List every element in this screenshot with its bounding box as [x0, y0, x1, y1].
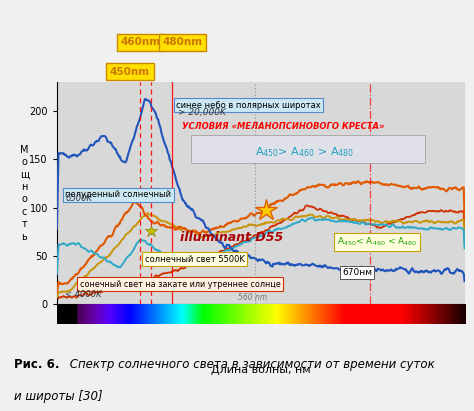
- Text: 480nm: 480nm: [162, 37, 202, 47]
- Text: 460nm: 460nm: [120, 37, 161, 47]
- Text: 560 nm: 560 nm: [237, 293, 267, 302]
- Text: УСЛОВИЯ «МЕЛАНОПСИНОВОГО КРЕСТА»: УСЛОВИЯ «МЕЛАНОПСИНОВОГО КРЕСТА»: [182, 122, 385, 131]
- Text: A$_{450}$> A$_{460}$ > A$_{480}$: A$_{450}$> A$_{460}$ > A$_{480}$: [255, 145, 355, 159]
- Text: полуденный солнечный: полуденный солнечный: [65, 190, 171, 199]
- Text: сонечный свет на закате или утреннее солнце: сонечный свет на закате или утреннее сол…: [80, 280, 281, 289]
- Text: 6500K: 6500K: [65, 194, 92, 203]
- Text: 670нм: 670нм: [342, 268, 373, 277]
- Text: A$_{450}$< A$_{460}$ < A$_{480}$: A$_{450}$< A$_{460}$ < A$_{480}$: [337, 236, 418, 248]
- Text: 450nm: 450nm: [110, 67, 150, 77]
- Text: < 4000K: < 4000K: [65, 291, 102, 299]
- Text: и широты [30]: и широты [30]: [14, 390, 103, 403]
- X-axis label: Длина волны, нм: Длина волны, нм: [211, 365, 310, 375]
- Text: Спектр солнечного света в зависимости от времени суток: Спектр солнечного света в зависимости от…: [66, 358, 435, 371]
- FancyBboxPatch shape: [191, 135, 425, 163]
- Text: > 20,000K: > 20,000K: [178, 108, 226, 117]
- Text: синее небо в полярных широтах: синее небо в полярных широтах: [176, 101, 321, 110]
- Text: illuminant D55: illuminant D55: [180, 231, 283, 245]
- Text: М
о
щ
н
о
с
т
ь: М о щ н о с т ь: [19, 145, 29, 242]
- Text: солнечный свет 5500K: солнечный свет 5500K: [145, 255, 245, 264]
- Text: Рис. 6.: Рис. 6.: [14, 358, 60, 371]
